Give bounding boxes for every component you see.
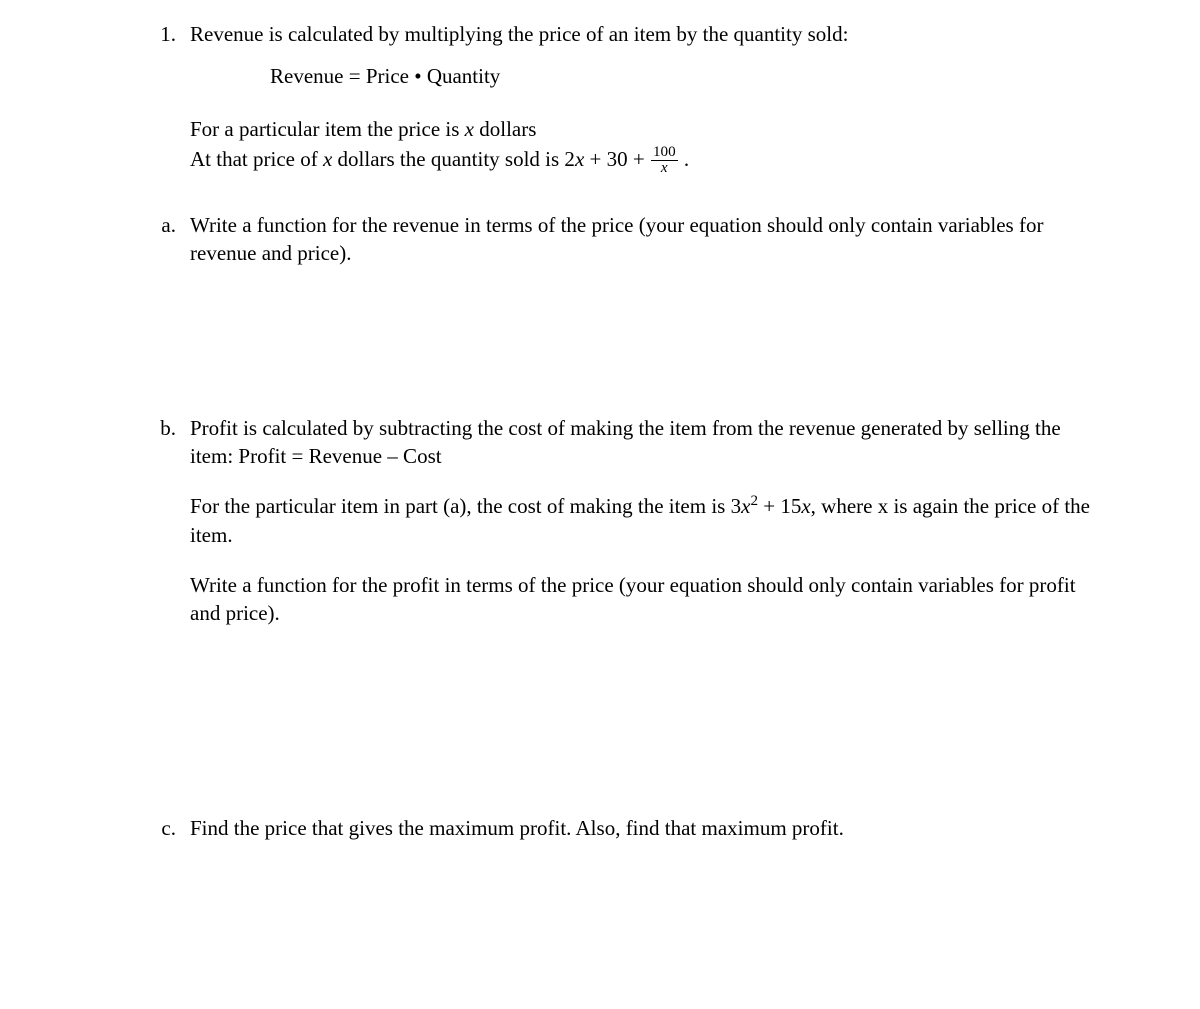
b-line2-var2: x: [801, 494, 810, 518]
b-line2-sup: 2: [750, 493, 758, 509]
problem-number: 1.: [150, 20, 190, 179]
part-b-line3: Write a function for the profit in terms…: [190, 571, 1100, 628]
answer-space-a: [150, 284, 1100, 414]
part-b-line2: For the particular item in part (a), the…: [190, 492, 1100, 549]
part-c-content: Find the price that gives the maximum pr…: [190, 814, 1100, 842]
problem-1: 1. Revenue is calculated by multiplying …: [150, 20, 1100, 179]
given2-prefix: At that price of: [190, 147, 323, 171]
given1-prefix: For a particular item the price is: [190, 117, 465, 141]
part-c-text: Find the price that gives the maximum pr…: [190, 814, 1100, 842]
part-b-line1: Profit is calculated by subtracting the …: [190, 414, 1100, 471]
given1-suffix: dollars: [474, 117, 536, 141]
part-b-marker: b.: [150, 414, 190, 628]
part-a-text: Write a function for the revenue in term…: [190, 211, 1100, 268]
frac-denominator: x: [651, 161, 678, 176]
frac-numerator: 100: [651, 145, 678, 161]
part-a-marker: a.: [150, 211, 190, 268]
part-a-content: Write a function for the revenue in term…: [190, 211, 1100, 268]
given1-var: x: [465, 117, 474, 141]
given2-var: x: [323, 147, 332, 171]
given-line-2: At that price of x dollars the quantity …: [190, 145, 1100, 177]
part-c-marker: c.: [150, 814, 190, 842]
part-c: c. Find the price that gives the maximum…: [150, 814, 1100, 842]
fraction-100-over-x: 100x: [651, 145, 678, 176]
given2-mid: dollars the quantity sold is 2: [332, 147, 575, 171]
answer-space-b: [150, 644, 1100, 814]
given-line-1: For a particular item the price is x dol…: [190, 115, 1100, 143]
b-line2-prefix: For the particular item in part (a), the…: [190, 494, 741, 518]
given2-end: .: [679, 147, 690, 171]
part-b: b. Profit is calculated by subtracting t…: [150, 414, 1100, 628]
problem-content: Revenue is calculated by multiplying the…: [190, 20, 1100, 179]
intro-text: Revenue is calculated by multiplying the…: [190, 20, 1100, 48]
revenue-formula: Revenue = Price • Quantity: [270, 62, 1100, 90]
part-a: a. Write a function for the revenue in t…: [150, 211, 1100, 268]
given2-plus30: + 30 +: [584, 147, 650, 171]
b-line2-mid: + 15: [758, 494, 801, 518]
given2-var2: x: [575, 147, 584, 171]
part-b-content: Profit is calculated by subtracting the …: [190, 414, 1100, 628]
sub-problems: a. Write a function for the revenue in t…: [150, 211, 1100, 842]
